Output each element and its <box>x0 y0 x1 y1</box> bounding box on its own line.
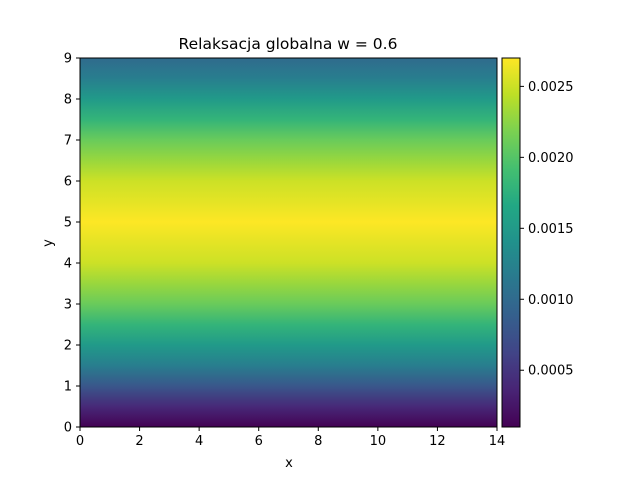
plot-frame <box>79 57 498 428</box>
colorbar-tick-label: 0.0015 <box>528 222 574 237</box>
colorbar-tick-label: 0.0020 <box>528 151 574 166</box>
colorbar-tick-label: 0.0005 <box>528 364 574 379</box>
colorbar-axis: 0.0005 0.0010 0.0015 0.0020 0.0025 <box>520 80 574 379</box>
x-tick-label: 14 <box>489 434 506 449</box>
y-axis: 0 1 2 3 4 5 6 7 8 9 <box>64 52 80 436</box>
y-tick-label: 4 <box>64 257 72 272</box>
x-axis: 0 2 4 6 8 10 12 14 <box>76 427 505 449</box>
y-tick-label: 5 <box>64 216 72 231</box>
x-tick-label: 12 <box>429 434 446 449</box>
x-tick-label: 10 <box>370 434 387 449</box>
y-tick-label: 7 <box>64 134 72 149</box>
colorbar-tick-label: 0.0010 <box>528 293 574 308</box>
x-tick-label: 8 <box>314 434 322 449</box>
colorbar-frame <box>501 57 521 428</box>
colorbar <box>502 58 520 427</box>
x-tick-label: 2 <box>135 434 143 449</box>
heatmap-field <box>80 58 497 427</box>
y-tick-label: 1 <box>64 380 72 395</box>
y-tick-label: 0 <box>64 421 72 436</box>
y-tick-label: 9 <box>64 52 72 67</box>
y-tick-label: 2 <box>64 339 72 354</box>
x-axis-label: x <box>285 456 293 471</box>
x-tick-label: 6 <box>255 434 263 449</box>
y-axis-label: y <box>41 239 56 247</box>
y-tick-label: 6 <box>64 175 72 190</box>
chart-title: Relaksacja globalna w = 0.6 <box>179 35 398 53</box>
x-tick-label: 0 <box>76 434 84 449</box>
y-tick-label: 8 <box>64 93 72 108</box>
colorbar-tick-label: 0.0025 <box>528 80 574 95</box>
x-tick-label: 4 <box>195 434 203 449</box>
y-tick-label: 3 <box>64 298 72 313</box>
